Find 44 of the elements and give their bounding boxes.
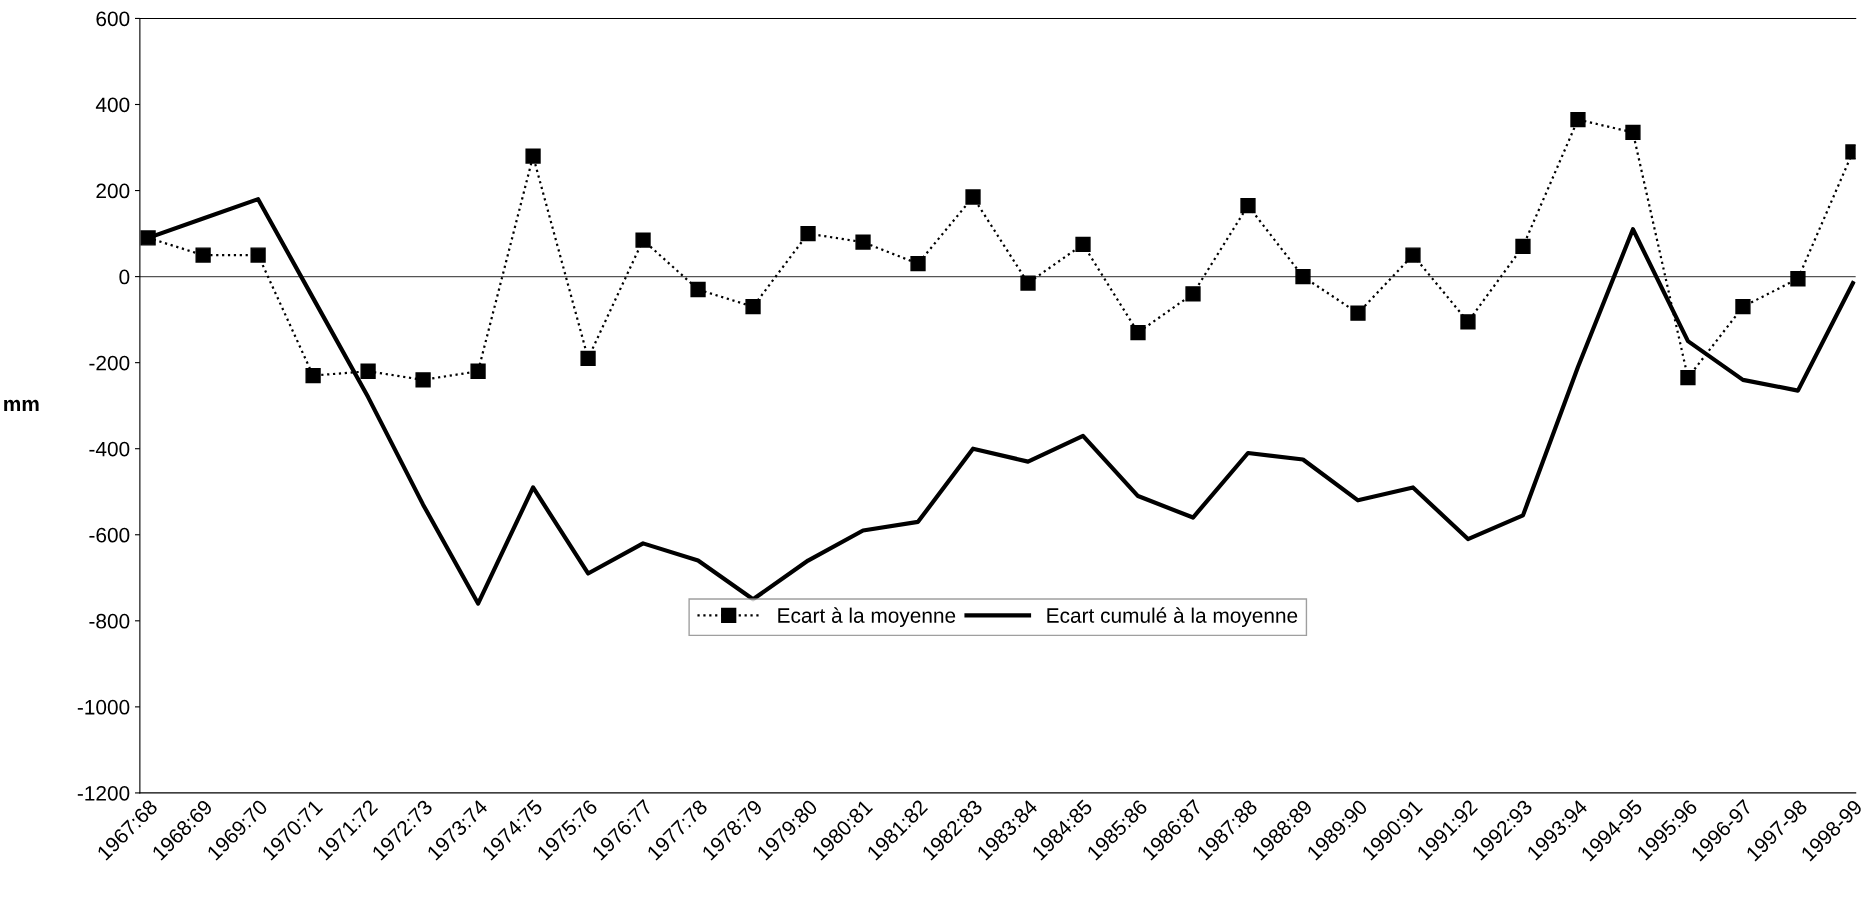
point (525, 148, 541, 164)
point (965, 189, 981, 205)
point (360, 363, 376, 379)
point (140, 230, 156, 246)
point (580, 350, 596, 366)
point (1405, 247, 1421, 263)
point (1075, 236, 1091, 252)
point (745, 299, 761, 315)
point (1020, 275, 1036, 291)
y-tick-label: -800 (89, 613, 130, 629)
point (305, 367, 321, 384)
y-tick-label: 200 (96, 183, 130, 199)
y-tick-label: -200 (89, 355, 130, 371)
point (1570, 111, 1586, 128)
y-tick-label: -400 (89, 441, 130, 457)
point (195, 247, 211, 263)
point (800, 225, 816, 242)
y-tick-label: 600 (96, 11, 130, 27)
point (1240, 197, 1256, 214)
y-axis-title: mm (4, 399, 39, 412)
y-tick-label: 400 (95, 97, 130, 113)
point (910, 256, 926, 272)
y-tick-label: -1200 (77, 785, 130, 801)
point (1185, 286, 1201, 302)
point (1350, 305, 1366, 321)
point (1790, 271, 1806, 287)
point (1130, 324, 1146, 341)
legend-label: Ecart à la moyenne (778, 607, 956, 628)
point (1680, 370, 1696, 386)
point (1515, 238, 1531, 255)
point (415, 372, 431, 388)
point (1735, 299, 1751, 315)
y-tick-label: -1000 (77, 699, 130, 715)
point (250, 247, 266, 263)
point (1295, 268, 1311, 285)
point (855, 234, 871, 250)
point (690, 281, 706, 298)
y-tick-label: -600 (89, 527, 130, 543)
point (470, 363, 486, 379)
legend-label: Ecart cumulé à la moyenne (1047, 607, 1298, 628)
point (1460, 314, 1476, 330)
point (1625, 124, 1641, 141)
y-tick-label: 0 (119, 269, 130, 285)
point (635, 232, 651, 248)
